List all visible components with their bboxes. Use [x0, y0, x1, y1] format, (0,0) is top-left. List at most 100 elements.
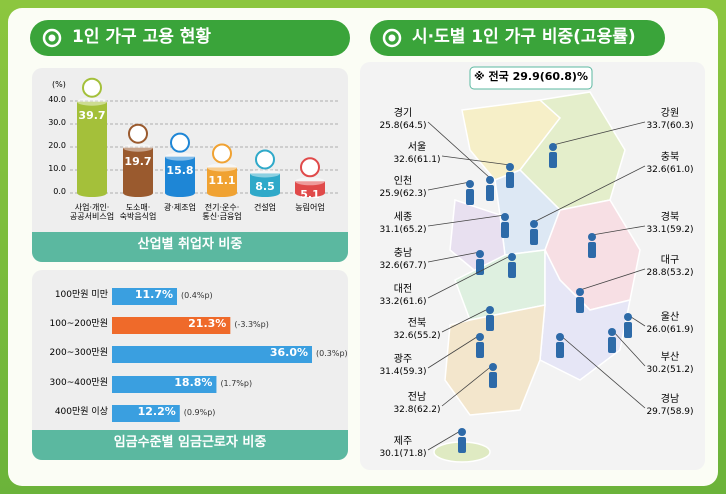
- chart-caption: 산업별 취업자 비중: [137, 237, 243, 252]
- bar: [250, 173, 280, 193]
- value-label: 12.2%: [137, 405, 176, 418]
- caption-band: [32, 430, 348, 460]
- bar: [112, 288, 177, 305]
- category-label: 300~400만원: [49, 378, 108, 388]
- panel-title: 1인 가구 고용 현황: [72, 27, 212, 47]
- y-tick-label: 30.0: [48, 118, 66, 127]
- bar-base: [165, 189, 195, 197]
- category-label: 200~300만원: [49, 348, 108, 358]
- person-head: [476, 250, 484, 258]
- person-body: [501, 222, 509, 238]
- region-value: 33.1(59.2): [646, 225, 694, 235]
- bar: [112, 405, 180, 422]
- value-label: 11.1: [208, 174, 236, 188]
- region-name: 부산: [660, 352, 680, 363]
- person-body: [576, 297, 584, 313]
- bullet: [42, 28, 62, 48]
- person-head: [466, 180, 474, 188]
- caption-band: [32, 232, 348, 262]
- leader-line: [427, 251, 481, 263]
- bar: [112, 376, 217, 393]
- region-value: 30.2(51.2): [646, 365, 694, 375]
- bar-base: [77, 189, 107, 197]
- region-value: 32.6(61.0): [646, 165, 694, 175]
- region-value: 31.1(65.2): [379, 225, 427, 235]
- person-body: [489, 372, 497, 388]
- leader-line: [427, 254, 513, 299]
- region-name: 경남: [660, 394, 680, 405]
- person-head: [458, 428, 466, 436]
- region-shape: [444, 304, 546, 416]
- region-value: 31.4(59.3): [379, 367, 427, 377]
- person-head: [476, 333, 484, 341]
- region-name: 광주: [393, 354, 413, 365]
- chart-caption: 임금수준별 임금근로자 비중: [113, 435, 267, 450]
- person-head: [549, 143, 557, 151]
- value-label: 15.8: [166, 163, 194, 177]
- national-box: [469, 66, 593, 90]
- y-unit: (%): [52, 80, 66, 89]
- leader-line: [427, 429, 463, 451]
- bar: [112, 317, 231, 334]
- region-name: 대전: [393, 284, 413, 295]
- region-value: 25.8(64.5): [379, 121, 427, 131]
- region-name: 서울: [407, 142, 427, 153]
- person-body: [624, 322, 632, 338]
- value-label: 18.8%: [174, 376, 213, 389]
- person-head: [588, 233, 596, 241]
- bar: [112, 346, 312, 363]
- bar-top: [207, 163, 237, 172]
- bar-icon: [255, 149, 275, 170]
- bar-top: [250, 169, 280, 178]
- change-label: (-3.3%p): [234, 320, 269, 329]
- person-head: [624, 313, 632, 321]
- region-name: 울산: [660, 312, 680, 323]
- change-label: (0.3%p): [316, 349, 348, 358]
- bullet: [388, 34, 396, 42]
- person-head: [486, 306, 494, 314]
- bar-icon: [170, 132, 190, 153]
- bullet: [48, 34, 56, 42]
- y-tick-label: 10.0: [48, 164, 66, 173]
- region-name: 전남: [407, 392, 427, 403]
- person-body: [486, 185, 494, 201]
- category-label: 100만원 미만: [54, 290, 108, 300]
- bar-base: [123, 189, 153, 197]
- region-value: 25.9(62.3): [379, 189, 427, 199]
- person-head: [506, 163, 514, 171]
- region-value: 32.6(67.7): [379, 261, 427, 271]
- bar-base: [207, 189, 237, 197]
- region-value: 26.0(61.9): [646, 325, 694, 335]
- region-value: 32.8(62.2): [393, 405, 441, 415]
- x-tick-label: 건설업: [253, 203, 277, 212]
- value-label: 36.0%: [269, 346, 308, 359]
- chart-box: [32, 270, 348, 460]
- region-value: 33.2(61.6): [379, 297, 427, 307]
- value-label: 39.7: [78, 108, 106, 122]
- region-value: 28.8(53.2): [646, 268, 694, 278]
- bar-top: [165, 152, 195, 161]
- value-label: 8.5: [255, 180, 275, 194]
- leader-line: [427, 121, 491, 179]
- person-body: [556, 342, 564, 358]
- leader-line: [441, 364, 494, 407]
- person-head: [576, 288, 584, 296]
- region-name: 경기: [393, 108, 413, 119]
- person-head: [508, 253, 516, 261]
- region-name: 경북: [660, 212, 680, 223]
- region-value: 32.6(55.2): [393, 331, 441, 341]
- region-name: 강원: [660, 108, 680, 119]
- bar-base: [295, 189, 325, 197]
- person-body: [588, 242, 596, 258]
- person-body: [608, 337, 616, 353]
- region-name: 제주: [393, 436, 413, 447]
- national-label: ※ 전국 29.9(60.8)%: [474, 70, 588, 83]
- person-head: [501, 213, 509, 221]
- person-body: [506, 172, 514, 188]
- region-name: 충남: [393, 248, 413, 259]
- person-body: [508, 262, 516, 278]
- person-head: [556, 333, 564, 341]
- y-tick-label: 0.0: [53, 187, 66, 196]
- person-body: [466, 189, 474, 205]
